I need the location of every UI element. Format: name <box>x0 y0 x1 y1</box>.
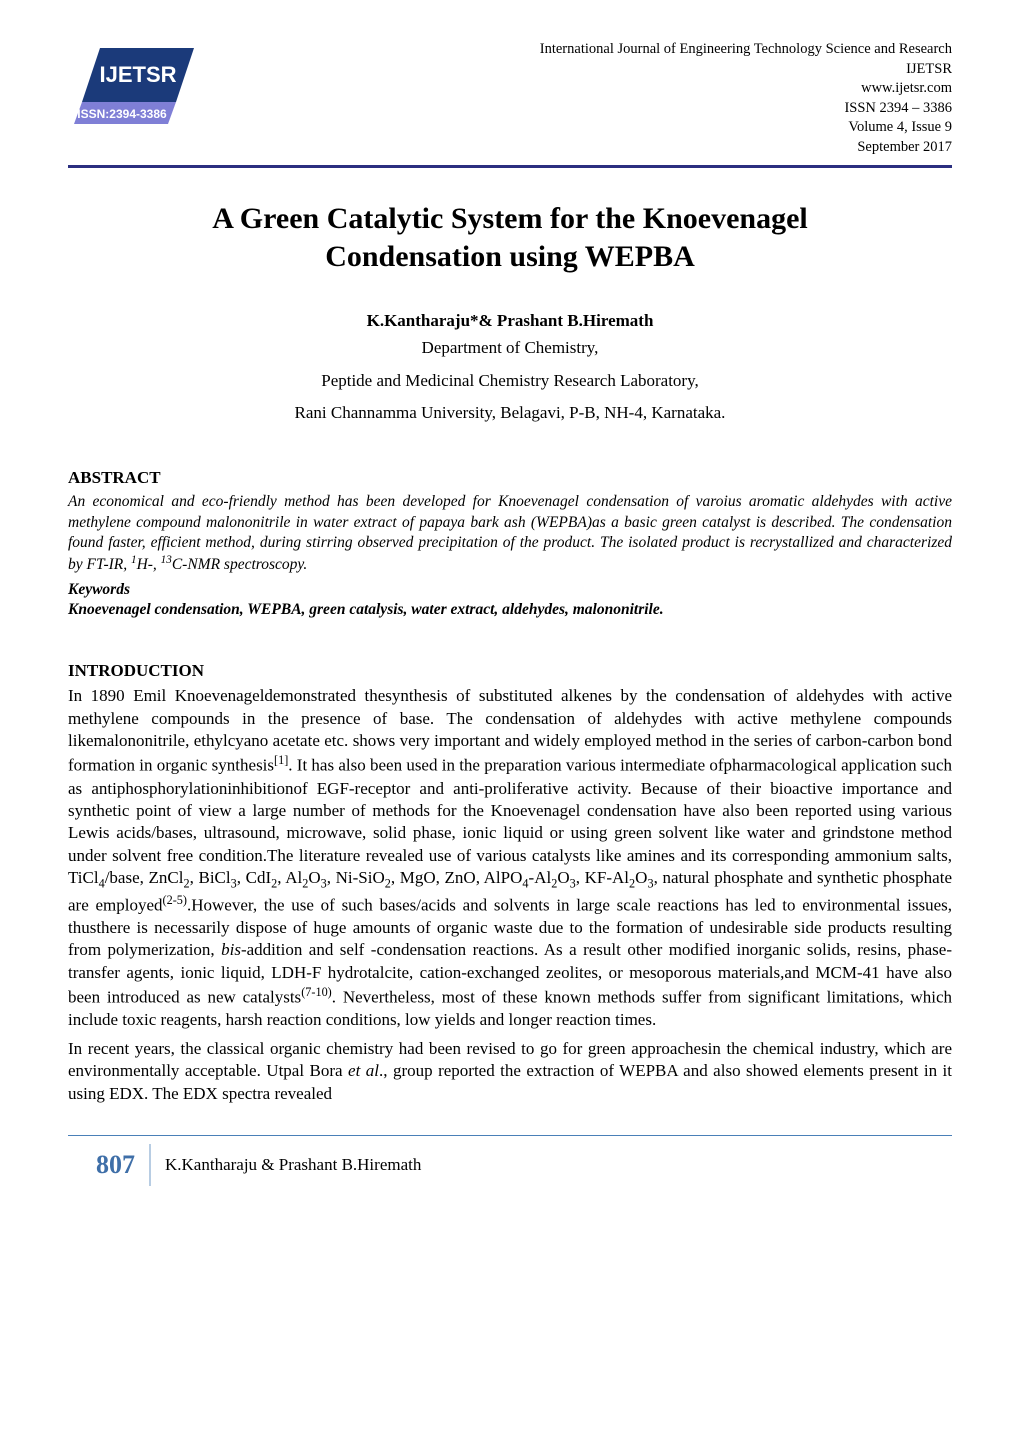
abstract-heading: ABSTRACT <box>68 468 952 488</box>
keywords-label: Keywords <box>68 581 952 599</box>
abstract-body: An economical and eco-friendly method ha… <box>68 492 952 575</box>
footer-rule <box>68 1135 952 1136</box>
paper-title: A Green Catalytic System for the Knoeven… <box>68 200 952 275</box>
intro-paragraph-1: In 1890 Emil Knoevenageldemonstrated the… <box>68 685 952 1032</box>
affiliation-line-1: Department of Chemistry, <box>68 335 952 361</box>
intro-paragraph-2: In recent years, the classical organic c… <box>68 1038 952 1105</box>
journal-abbrev: IJETSR <box>540 60 952 80</box>
affiliation-line-2: Peptide and Medicinal Chemistry Research… <box>68 368 952 394</box>
page-header: IJETSR ISSN:2394-3386 International Jour… <box>68 40 952 157</box>
keywords-text: Knoevenagel condensation, WEPBA, green c… <box>68 601 952 619</box>
journal-website: www.ijetsr.com <box>540 79 952 99</box>
page-number: 807 <box>96 1144 151 1186</box>
title-line-1: A Green Catalytic System for the Knoeven… <box>212 202 807 235</box>
logo-text-top: IJETSR <box>99 62 176 87</box>
title-line-2: Condensation using WEPBA <box>325 240 695 273</box>
journal-meta: International Journal of Engineering Tec… <box>540 40 952 157</box>
affiliation-line-3: Rani Channamma University, Belagavi, P-B… <box>68 400 952 426</box>
journal-date: September 2017 <box>540 138 952 158</box>
journal-full-name: International Journal of Engineering Tec… <box>540 40 952 60</box>
footer-authors: K.Kantharaju & Prashant B.Hiremath <box>165 1155 421 1175</box>
authors: K.Kantharaju*& Prashant B.Hiremath <box>68 311 952 331</box>
journal-issn: ISSN 2394 – 3386 <box>540 99 952 119</box>
page-footer: 807 K.Kantharaju & Prashant B.Hiremath <box>68 1144 952 1186</box>
introduction-heading: INTRODUCTION <box>68 661 952 681</box>
journal-logo: IJETSR ISSN:2394-3386 <box>68 40 208 135</box>
logo-text-bottom: ISSN:2394-3386 <box>77 107 167 121</box>
logo-svg: IJETSR ISSN:2394-3386 <box>68 40 208 135</box>
journal-volume: Volume 4, Issue 9 <box>540 118 952 138</box>
header-rule <box>68 165 952 168</box>
